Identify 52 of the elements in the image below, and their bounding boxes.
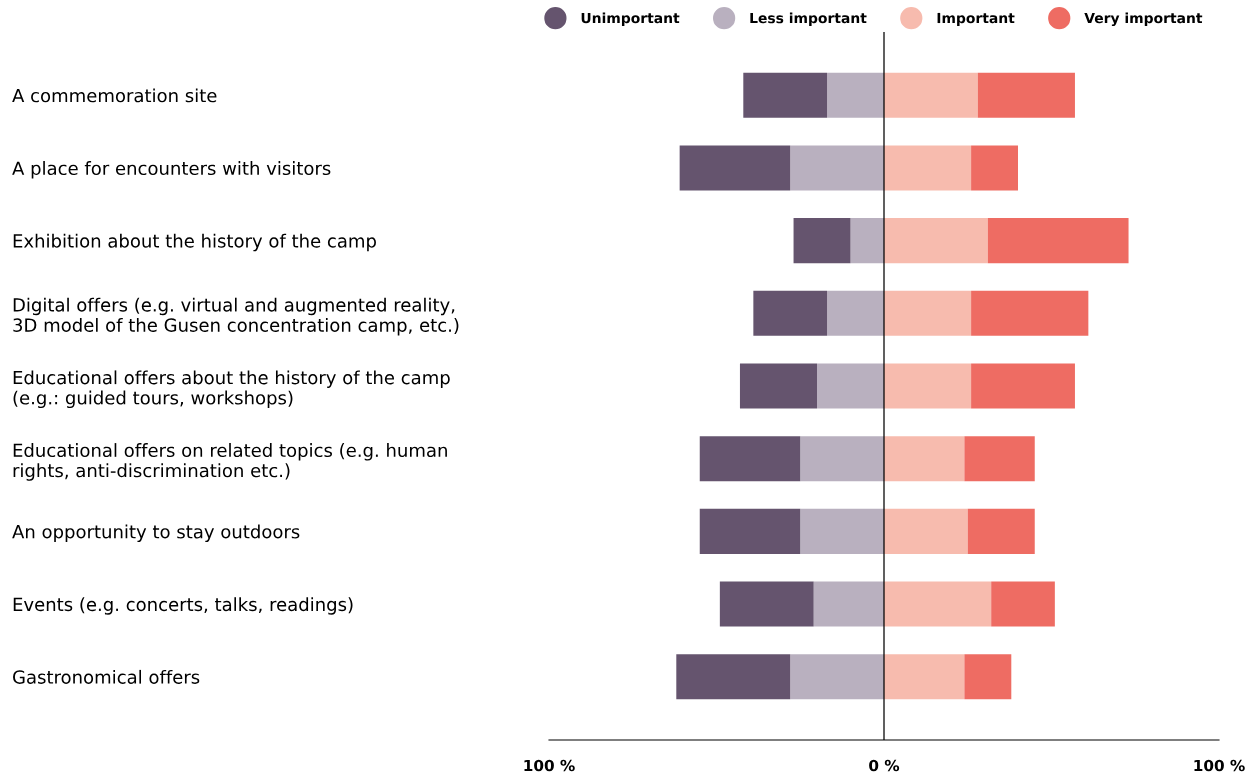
bar [679,145,791,191]
bar [699,436,801,482]
y-tick-label: Digital offers (e.g. virtual and augmented reality, 3D model of the Gusen concentration camp, etc.) [13,297,459,336]
bar [884,363,972,409]
y-tick-label: Educational offers on related topics (e.g. human rights, anti-discrimination etc.) [13,443,447,481]
legend-label: Very important [1084,12,1203,27]
y-tick-label: Gastronomical offers [13,669,200,684]
y-tick-label: A commemoration site [12,88,217,103]
bar [827,72,884,118]
y-tick-label: Events (e.g. concerts, talks, readings) [13,597,353,615]
bar [884,654,965,700]
x-tick-label: 100 % [1194,759,1245,772]
bar [884,218,988,264]
bar [743,72,828,118]
y-tick-label: A place for encounters with visitors [12,161,331,179]
bar [790,145,884,191]
x-tick-label: 0 % [869,759,900,772]
bar [977,72,1075,118]
bar [884,290,972,336]
bar [971,145,1018,191]
y-tick-label: An opportunity to stay outdoors [12,524,300,542]
bar [884,145,972,191]
bar [850,218,884,264]
legend-label: Unimportant [581,12,680,26]
bar [971,363,1075,409]
bar [800,436,884,482]
bar [793,218,851,264]
bar [971,290,1089,336]
bar [991,581,1055,627]
bar [790,654,884,700]
y-tick-label: Educational offers about the history of the camp (e.g.: guided tours, workshops) [13,370,450,409]
bar [884,581,992,627]
bar [800,508,884,554]
bar [719,581,814,627]
bar [827,290,884,336]
bar [964,654,1012,700]
bar [884,436,965,482]
x-tick-label: 100 % [524,759,575,772]
bar [987,218,1129,264]
bar [753,290,828,336]
bar [813,581,884,627]
bar [884,508,968,554]
bar [964,436,1035,482]
legend-label: Important [937,12,1015,26]
y-tick-label: Exhibition about the history of the camp [13,233,376,252]
bar [699,508,801,554]
bar [817,363,884,409]
bar [739,363,817,409]
bar [884,72,978,118]
legend-label: Less important [750,12,867,26]
bar [967,508,1035,554]
bar [676,654,791,700]
